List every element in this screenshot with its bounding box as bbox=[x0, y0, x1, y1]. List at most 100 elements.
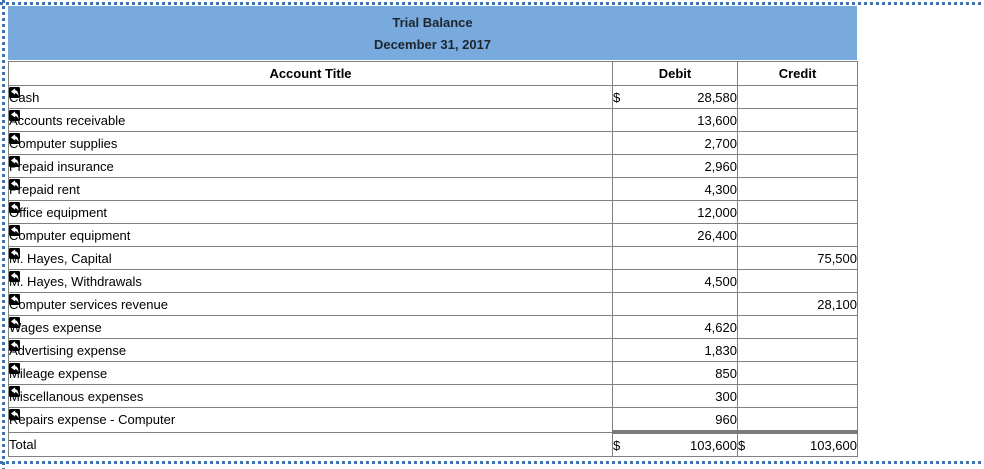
account-label: M. Hayes, Capital bbox=[9, 250, 112, 266]
account-cell: M. Hayes, Withdrawals bbox=[8, 269, 613, 293]
account-cell: Accounts receivable bbox=[8, 108, 613, 132]
debit-amount: 2,700 bbox=[704, 135, 737, 151]
debit-amount: 1,830 bbox=[704, 342, 737, 358]
reply-arrow-icon[interactable] bbox=[9, 294, 20, 305]
reply-arrow-icon[interactable] bbox=[9, 133, 20, 144]
debit-cell: 2,960 bbox=[612, 154, 738, 178]
total-credit-amount: 103,600 bbox=[810, 437, 857, 453]
reply-arrow-icon[interactable] bbox=[9, 110, 20, 121]
credit-cell bbox=[737, 131, 858, 155]
account-cell: M. Hayes, Capital bbox=[8, 246, 613, 270]
debit-cell: 4,500 bbox=[612, 269, 738, 293]
credit-cell bbox=[737, 154, 858, 178]
account-cell: Cash bbox=[8, 85, 613, 109]
reply-arrow-icon[interactable] bbox=[9, 87, 20, 98]
debit-amount: 12,000 bbox=[697, 204, 737, 220]
debit-cell: 13,600 bbox=[612, 108, 738, 132]
total-credit-currency: $ bbox=[738, 437, 746, 453]
debit-cell: 26,400 bbox=[612, 223, 738, 247]
credit-cell bbox=[737, 200, 858, 224]
reply-arrow-icon[interactable] bbox=[9, 225, 20, 236]
table-row: Computer services revenue 28,100 bbox=[8, 292, 858, 316]
reply-arrow-icon[interactable] bbox=[9, 202, 20, 213]
debit-cell bbox=[612, 292, 738, 316]
selection-border-left bbox=[2, 0, 5, 469]
credit-cell bbox=[737, 407, 858, 433]
account-cell: Wages expense bbox=[8, 315, 613, 339]
table-row: Computer equipment 26,400 bbox=[8, 223, 858, 247]
debit-cell: $ 28,580 bbox=[612, 85, 738, 109]
selection-border-bottom bbox=[0, 461, 984, 464]
reply-arrow-icon[interactable] bbox=[9, 317, 20, 328]
total-row: Total $ 103,600 $ 103,600 bbox=[8, 430, 858, 457]
reply-arrow-icon[interactable] bbox=[9, 363, 20, 374]
table-row: M. Hayes, Withdrawals 4,500 bbox=[8, 269, 858, 293]
credit-amount: 28,100 bbox=[817, 296, 857, 312]
reply-arrow-icon[interactable] bbox=[9, 179, 20, 190]
table-row: Prepaid rent 4,300 bbox=[8, 177, 858, 201]
reply-arrow-icon[interactable] bbox=[9, 409, 20, 420]
debit-amount: 13,600 bbox=[697, 112, 737, 128]
credit-cell bbox=[737, 338, 858, 362]
account-label: Wages expense bbox=[9, 319, 102, 335]
debit-amount: 26,400 bbox=[697, 227, 737, 243]
account-cell: Computer supplies bbox=[8, 131, 613, 155]
table-row: Repairs expense - Computer 960 bbox=[8, 407, 858, 433]
account-cell: Prepaid rent bbox=[8, 177, 613, 201]
table-row: Accounts receivable 13,600 bbox=[8, 108, 858, 132]
column-header-row: Account Title Debit Credit bbox=[8, 61, 858, 86]
account-cell: Mileage expense bbox=[8, 361, 613, 385]
debit-cell: 4,620 bbox=[612, 315, 738, 339]
credit-cell: 28,100 bbox=[737, 292, 858, 316]
account-cell: Advertising expense bbox=[8, 338, 613, 362]
debit-cell: 1,830 bbox=[612, 338, 738, 362]
table-row: Advertising expense 1,830 bbox=[8, 338, 858, 362]
table-row: Computer supplies 2,700 bbox=[8, 131, 858, 155]
reply-arrow-icon[interactable] bbox=[9, 248, 20, 259]
credit-cell bbox=[737, 269, 858, 293]
account-label: Miscellanous expenses bbox=[9, 388, 144, 404]
column-header-debit: Debit bbox=[612, 61, 738, 86]
account-label: Mileage expense bbox=[9, 365, 108, 381]
credit-cell: 75,500 bbox=[737, 246, 858, 270]
debit-amount: 4,500 bbox=[704, 273, 737, 289]
account-label: Office equipment bbox=[9, 204, 108, 220]
credit-cell bbox=[737, 177, 858, 201]
debit-amount: 28,580 bbox=[697, 89, 737, 105]
debit-currency: $ bbox=[613, 89, 621, 105]
account-cell: Repairs expense - Computer bbox=[8, 407, 613, 433]
debit-cell: 850 bbox=[612, 361, 738, 385]
account-label: Advertising expense bbox=[9, 342, 127, 358]
account-cell: Prepaid insurance bbox=[8, 154, 613, 178]
debit-amount: 850 bbox=[715, 365, 737, 381]
table-row: Office equipment 12,000 bbox=[8, 200, 858, 224]
reply-arrow-icon[interactable] bbox=[9, 156, 20, 167]
column-header-credit: Credit bbox=[737, 61, 858, 86]
credit-cell bbox=[737, 315, 858, 339]
table-row: M. Hayes, Capital 75,500 bbox=[8, 246, 858, 270]
credit-cell bbox=[737, 384, 858, 408]
table-row: Wages expense 4,620 bbox=[8, 315, 858, 339]
debit-amount: 960 bbox=[715, 411, 737, 427]
debit-amount: 300 bbox=[715, 388, 737, 404]
reply-arrow-icon[interactable] bbox=[9, 340, 20, 351]
total-label: Total bbox=[8, 431, 613, 457]
credit-cell bbox=[737, 108, 858, 132]
table-row: Cash $ 28,580 bbox=[8, 85, 858, 109]
trial-balance-table: Account Title Debit Credit Cash $ 28,580 bbox=[8, 61, 858, 457]
report-header: Trial Balance December 31, 2017 bbox=[8, 6, 857, 60]
account-label: Computer supplies bbox=[9, 135, 118, 151]
debit-amount: 4,300 bbox=[704, 181, 737, 197]
credit-cell bbox=[737, 361, 858, 385]
total-debit-cell: $ 103,600 bbox=[612, 430, 738, 457]
trial-balance-sheet: Trial Balance December 31, 2017 Account … bbox=[8, 6, 858, 457]
account-cell: Miscellanous expenses bbox=[8, 384, 613, 408]
account-cell: Office equipment bbox=[8, 200, 613, 224]
account-label: Prepaid insurance bbox=[9, 158, 114, 174]
account-cell: Computer services revenue bbox=[8, 292, 613, 316]
reply-arrow-icon[interactable] bbox=[9, 271, 20, 282]
reply-arrow-icon[interactable] bbox=[9, 386, 20, 397]
debit-cell: 2,700 bbox=[612, 131, 738, 155]
table-row: Miscellanous expenses 300 bbox=[8, 384, 858, 408]
debit-cell bbox=[612, 246, 738, 270]
